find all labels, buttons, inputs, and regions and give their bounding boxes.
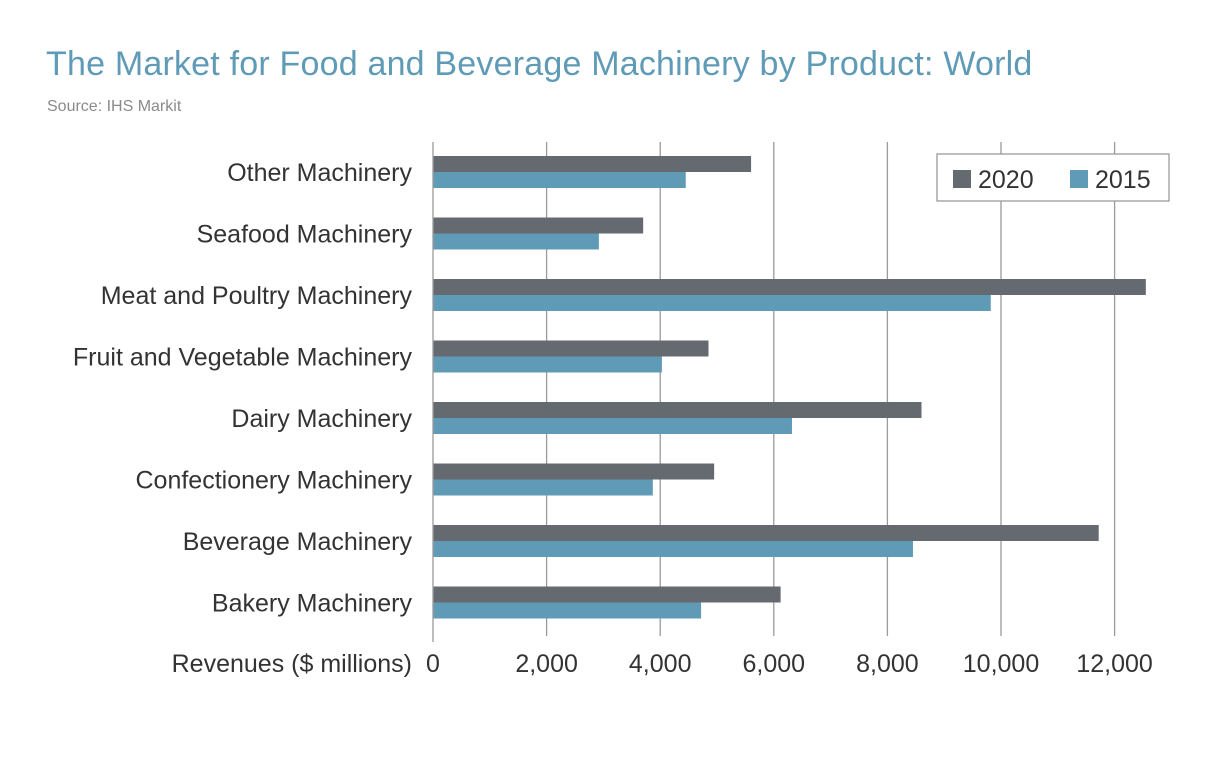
bar-2020 [433, 525, 1099, 541]
grid-lines [545, 142, 1116, 636]
category-label: Beverage Machinery [183, 528, 413, 556]
bar-2020 [433, 156, 752, 172]
bar-2015 [433, 602, 702, 619]
bars [433, 156, 1146, 619]
bar-2020 [433, 402, 922, 418]
x-tick-label: 4,000 [629, 650, 692, 678]
chart-title: The Market for Food and Beverage Machine… [46, 45, 1033, 83]
axes: Other Machinery Seafood Machinery Meat and… [73, 142, 1153, 678]
category-label: Meat and Poultry Machinery [101, 282, 413, 310]
bar-2020 [433, 586, 781, 603]
category-label: Bakery Machinery [212, 590, 413, 618]
bar-2015 [433, 418, 792, 434]
x-axis-label: Revenues ($ millions) [172, 650, 412, 678]
legend-swatch-2015 [1070, 170, 1088, 188]
legend: 2020 2015 [936, 153, 1170, 202]
category-label: Seafood Machinery [197, 221, 413, 249]
category-label: Confectionery Machinery [135, 467, 412, 495]
bar-2015 [433, 356, 662, 373]
x-tick-label: 6,000 [743, 650, 806, 678]
bar-2020 [433, 463, 715, 480]
bar-2015 [433, 233, 599, 250]
legend-label-2020: 2020 [978, 166, 1034, 194]
category-label: Fruit and Vegetable Machinery [73, 344, 413, 372]
legend-label-2015: 2015 [1095, 166, 1151, 194]
x-tick-label: 12,000 [1076, 650, 1152, 678]
x-tick-label: 8,000 [856, 650, 919, 678]
bar-2015 [433, 295, 991, 311]
legend-swatch-2020 [953, 170, 971, 188]
bar-2015 [433, 172, 686, 188]
bar-2015 [433, 479, 653, 496]
x-tick-label: 2,000 [515, 650, 578, 678]
x-tick-label: 10,000 [963, 650, 1039, 678]
category-label: Other Machinery [227, 159, 412, 187]
bar-2020 [433, 340, 709, 357]
x-tick-label: 0 [426, 650, 440, 678]
legend-box [936, 153, 1170, 202]
category-label: Dairy Machinery [231, 405, 412, 433]
bar-2020 [433, 217, 644, 234]
bar-2020 [433, 279, 1146, 295]
chart-source: Source: IHS Markit [47, 98, 182, 115]
bar-2015 [433, 541, 913, 557]
